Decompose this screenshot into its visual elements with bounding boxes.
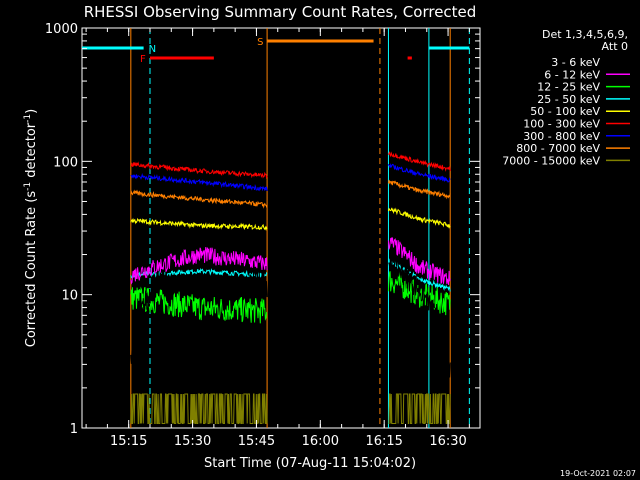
y-axis-label-part: detector (24, 122, 39, 182)
series-12-25-keV-keV (130, 271, 451, 324)
series-50-100-keV-keV (130, 207, 451, 231)
series-group (130, 151, 451, 424)
series-line (388, 393, 451, 424)
legend-label: 25 - 50 keV (537, 93, 600, 106)
series-line (130, 189, 268, 209)
y-axis-label-part: Corrected Count Rate (s (24, 191, 39, 348)
legend-label: 6 - 12 keV (544, 68, 600, 81)
series-line (130, 393, 268, 424)
legend-label: 300 - 800 keV (523, 130, 600, 143)
y-axis-label-part: ) (24, 109, 39, 114)
flag-label: F (140, 54, 146, 65)
series-300-800-keV-keV (130, 162, 451, 192)
series-line (130, 223, 268, 364)
x-tick-label: 16:15 (365, 434, 402, 449)
legend-label: 3 - 6 keV (551, 56, 600, 69)
plot-frame (81, 27, 481, 429)
series-line (130, 217, 268, 231)
y-axis-label-sup: -1 (23, 114, 33, 123)
series-6-12-keV-keV (130, 237, 451, 285)
legend-label: 50 - 100 keV (530, 105, 600, 118)
x-axis-label: Start Time (07-Aug-11 15:04:02) (204, 456, 416, 471)
series-line (387, 237, 451, 285)
chart-title: RHESSI Observing Summary Count Rates, Co… (84, 3, 477, 21)
series-line (388, 251, 451, 378)
legend-label: 7000 - 15000 keV (502, 154, 600, 167)
series-line (130, 173, 268, 192)
flag-label: S (257, 37, 263, 48)
series-7000-15000-keV-keV (130, 393, 451, 424)
legend-label: 100 - 300 keV (523, 118, 600, 131)
flag-label: N (149, 44, 156, 55)
x-tick-label: 16:30 (429, 434, 466, 449)
y-tick-label: 1 (70, 422, 78, 437)
series-line (387, 162, 451, 183)
legend-header: Att 0 (602, 40, 628, 53)
legend-label: 12 - 25 keV (537, 81, 600, 94)
series-100-300-keV-keV (130, 151, 451, 180)
y-tick-label: 1000 (45, 22, 78, 37)
series-line (130, 161, 268, 180)
series-800-7000-keV-keV (130, 179, 451, 209)
axes-group: 15:15 15:30 15:45 16:00 16:15 16:30 1 10 100 1000 (45, 22, 480, 449)
series-line (130, 246, 268, 285)
legend-label: 800 - 7000 keV (516, 142, 600, 155)
flag-bars: NF S (82, 37, 470, 65)
y-axis-label: Corrected Count Rate (s-1 detector-1) (23, 109, 39, 347)
series-line (387, 207, 451, 229)
vertical-markers (130, 28, 470, 428)
x-tick-label: 16:00 (302, 434, 339, 449)
series-line (130, 286, 268, 324)
series-line (387, 179, 451, 200)
x-tick-label: 15:45 (238, 434, 275, 449)
series-line (387, 151, 451, 172)
x-tick-label: 15:30 (174, 434, 211, 449)
generated-timestamp: 19-Oct-2021 02:07 (560, 469, 636, 478)
y-tick-label: 10 (61, 289, 78, 304)
legend-header: Det 1,3,4,5,6,9, (542, 28, 628, 41)
y-tick-label: 100 (53, 155, 78, 170)
x-tick-label: 15:15 (110, 434, 147, 449)
y-axis-label-sup: -1 (23, 182, 33, 191)
series-3-6-keV-keV (130, 223, 451, 378)
